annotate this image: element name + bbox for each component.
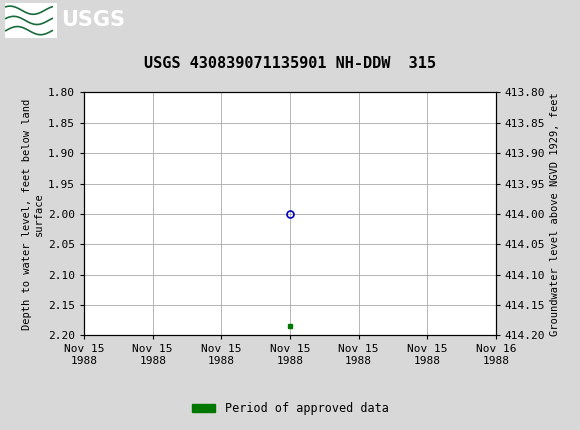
Text: USGS 430839071135901 NH-DDW  315: USGS 430839071135901 NH-DDW 315 [144,56,436,71]
Y-axis label: Depth to water level, feet below land
surface: Depth to water level, feet below land su… [22,98,44,329]
Y-axis label: Groundwater level above NGVD 1929, feet: Groundwater level above NGVD 1929, feet [550,92,560,336]
FancyBboxPatch shape [5,3,57,37]
Legend: Period of approved data: Period of approved data [187,397,393,420]
Text: USGS: USGS [61,10,125,31]
